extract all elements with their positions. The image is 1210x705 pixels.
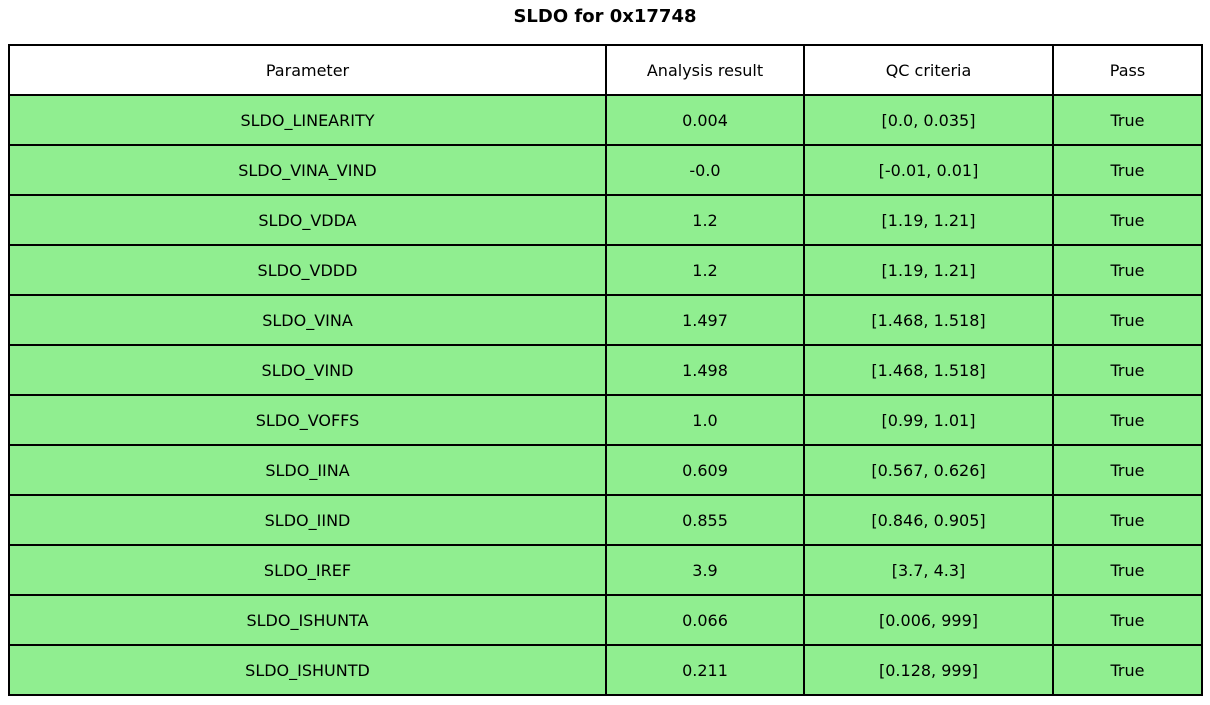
cell-analysis-result: 3.9 — [605, 544, 805, 596]
cell-pass: True — [1052, 594, 1203, 646]
table-row: SLDO_VDDA 1.2 [1.19, 1.21] True — [8, 194, 1203, 246]
cell-parameter: SLDO_IIND — [8, 494, 607, 546]
cell-pass: True — [1052, 194, 1203, 246]
cell-pass: True — [1052, 394, 1203, 446]
cell-analysis-result: 0.066 — [605, 594, 805, 646]
cell-analysis-result: -0.0 — [605, 144, 805, 196]
cell-parameter: SLDO_VDDA — [8, 194, 607, 246]
cell-qc-criteria: [1.468, 1.518] — [803, 344, 1054, 396]
cell-qc-criteria: [0.846, 0.905] — [803, 494, 1054, 546]
table-row: SLDO_LINEARITY 0.004 [0.0, 0.035] True — [8, 94, 1203, 146]
cell-pass: True — [1052, 644, 1203, 696]
cell-qc-criteria: [0.128, 999] — [803, 644, 1054, 696]
cell-pass: True — [1052, 544, 1203, 596]
cell-pass: True — [1052, 494, 1203, 546]
table-row: SLDO_VOFFS 1.0 [0.99, 1.01] True — [8, 394, 1203, 446]
cell-pass: True — [1052, 144, 1203, 196]
cell-qc-criteria: [3.7, 4.3] — [803, 544, 1054, 596]
cell-analysis-result: 1.0 — [605, 394, 805, 446]
cell-parameter: SLDO_LINEARITY — [8, 94, 607, 146]
cell-analysis-result: 1.2 — [605, 244, 805, 296]
cell-parameter: SLDO_VDDD — [8, 244, 607, 296]
cell-analysis-result: 0.855 — [605, 494, 805, 546]
table-row: SLDO_IIND 0.855 [0.846, 0.905] True — [8, 494, 1203, 546]
column-header-pass: Pass — [1052, 44, 1203, 96]
table-row: SLDO_VINA 1.497 [1.468, 1.518] True — [8, 294, 1203, 346]
cell-pass: True — [1052, 244, 1203, 296]
column-header-qc-criteria: QC criteria — [803, 44, 1054, 96]
cell-qc-criteria: [-0.01, 0.01] — [803, 144, 1054, 196]
column-header-parameter: Parameter — [8, 44, 607, 96]
cell-parameter: SLDO_VIND — [8, 344, 607, 396]
cell-pass: True — [1052, 444, 1203, 496]
cell-qc-criteria: [0.0, 0.035] — [803, 94, 1054, 146]
column-header-analysis-result: Analysis result — [605, 44, 805, 96]
cell-analysis-result: 1.498 — [605, 344, 805, 396]
table-row: SLDO_VDDD 1.2 [1.19, 1.21] True — [8, 244, 1203, 296]
cell-pass: True — [1052, 344, 1203, 396]
cell-analysis-result: 1.2 — [605, 194, 805, 246]
cell-analysis-result: 1.497 — [605, 294, 805, 346]
cell-qc-criteria: [0.006, 999] — [803, 594, 1054, 646]
cell-parameter: SLDO_VINA — [8, 294, 607, 346]
table-row: SLDO_ISHUNTD 0.211 [0.128, 999] True — [8, 644, 1203, 696]
qc-results-table: Parameter Analysis result QC criteria Pa… — [8, 44, 1203, 696]
cell-qc-criteria: [1.468, 1.518] — [803, 294, 1054, 346]
cell-pass: True — [1052, 94, 1203, 146]
cell-qc-criteria: [0.567, 0.626] — [803, 444, 1054, 496]
cell-qc-criteria: [1.19, 1.21] — [803, 244, 1054, 296]
cell-analysis-result: 0.211 — [605, 644, 805, 696]
cell-parameter: SLDO_ISHUNTD — [8, 644, 607, 696]
cell-qc-criteria: [0.99, 1.01] — [803, 394, 1054, 446]
cell-parameter: SLDO_IREF — [8, 544, 607, 596]
table-row: SLDO_IINA 0.609 [0.567, 0.626] True — [8, 444, 1203, 496]
cell-analysis-result: 0.004 — [605, 94, 805, 146]
table-header-row: Parameter Analysis result QC criteria Pa… — [8, 44, 1203, 96]
cell-analysis-result: 0.609 — [605, 444, 805, 496]
cell-pass: True — [1052, 294, 1203, 346]
cell-qc-criteria: [1.19, 1.21] — [803, 194, 1054, 246]
cell-parameter: SLDO_VINA_VIND — [8, 144, 607, 196]
table-row: SLDO_VIND 1.498 [1.468, 1.518] True — [8, 344, 1203, 396]
page-title: SLDO for 0x17748 — [513, 6, 697, 27]
table-row: SLDO_VINA_VIND -0.0 [-0.01, 0.01] True — [8, 144, 1203, 196]
table-row: SLDO_IREF 3.9 [3.7, 4.3] True — [8, 544, 1203, 596]
cell-parameter: SLDO_VOFFS — [8, 394, 607, 446]
cell-parameter: SLDO_IINA — [8, 444, 607, 496]
table-row: SLDO_ISHUNTA 0.066 [0.006, 999] True — [8, 594, 1203, 646]
cell-parameter: SLDO_ISHUNTA — [8, 594, 607, 646]
